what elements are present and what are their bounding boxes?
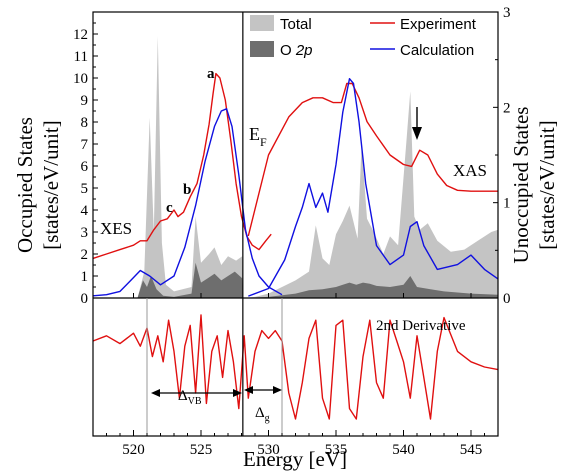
y-right-tick-label: 2 — [503, 100, 511, 116]
legend-label-o2p: O 2p — [280, 42, 313, 59]
y-left-tick-label: 8 — [81, 115, 89, 131]
x-tick-label: 525 — [190, 442, 213, 458]
y-left-tick-label: 2 — [81, 247, 89, 263]
y-left-tick-label: 4 — [81, 203, 89, 219]
y-axis-left-units: [states/eV/unit] — [39, 120, 63, 249]
peak-a-label: a — [207, 66, 215, 82]
x-tick-label: 530 — [257, 442, 280, 458]
y-left-tick-label: 3 — [81, 225, 89, 241]
calculation-occupied-line — [92, 108, 283, 297]
legend-o2p-italic: 2p — [295, 42, 313, 59]
xes-label: XES — [100, 219, 132, 238]
legend-label-calculation: Calculation — [400, 42, 474, 59]
xas-peak-arrow — [412, 107, 422, 140]
calculation-unoccupied-line — [248, 78, 499, 297]
y-left-tick-label: 11 — [74, 49, 88, 65]
fermi-level-label: EF — [249, 124, 267, 149]
fermi-label-main: E — [249, 124, 260, 144]
delta-g-main: Δ — [255, 405, 265, 421]
delta-g-sub: g — [265, 413, 270, 424]
peak-b-label: b — [183, 182, 191, 198]
x-tick-label: 545 — [460, 442, 483, 458]
delta-g-label: Δg — [255, 405, 270, 424]
y-left-tick-label: 1 — [81, 269, 89, 285]
y-left-tick-label: 12 — [73, 27, 88, 43]
x-axis-title: Energy [eV] — [243, 447, 347, 471]
y-right-tick-label: 3 — [503, 5, 511, 21]
y-axis-left-title: Occupied States — [13, 117, 37, 253]
y-left-tick-label: 0 — [81, 291, 89, 307]
x-tick-label: 520 — [122, 442, 145, 458]
legend-label-total: Total — [280, 16, 312, 33]
peak-c-label: c — [166, 200, 173, 216]
legend-o2p-main: O — [280, 42, 296, 59]
delta-vb-label: ΔVB — [178, 388, 202, 407]
x-tick-label: 535 — [325, 442, 348, 458]
y-left-tick-label: 7 — [81, 137, 89, 153]
total-dos-fill — [93, 36, 498, 298]
experiment-xes-line — [92, 72, 272, 260]
y-left-tick-label: 6 — [81, 159, 89, 175]
second-derivative-line — [92, 314, 499, 420]
y-left-tick-label: 5 — [81, 181, 89, 197]
legend: Total O 2p Experiment Calculation — [250, 15, 477, 59]
y-right-tick-label: 0 — [503, 291, 511, 307]
xas-label: XAS — [453, 161, 487, 180]
legend-label-experiment: Experiment — [400, 16, 477, 33]
delta-vb-sub: VB — [188, 396, 202, 407]
y-axis-right-units: [states/eV/unit] — [535, 120, 559, 249]
delta-g-arrow — [244, 386, 282, 394]
delta-vb-arrow — [151, 389, 242, 397]
x-tick-label: 540 — [392, 442, 415, 458]
y-left-tick-label: 9 — [81, 93, 89, 109]
y-axis-right-title: Unoccupied States — [509, 107, 533, 264]
legend-swatch-total — [250, 15, 274, 31]
experiment-xas-line — [247, 82, 498, 237]
tick-layer — [92, 11, 499, 436]
spectra-line-layer — [92, 72, 499, 420]
legend-swatch-o2p — [250, 41, 274, 57]
delta-vb-main: Δ — [178, 388, 188, 404]
plot-border — [92, 11, 499, 437]
o2p-dos-fill — [93, 262, 498, 298]
axes-frame — [92, 11, 499, 437]
second-derivative-label: 2nd Derivative — [376, 318, 466, 334]
fermi-label-sub: F — [260, 135, 267, 149]
dos-fill-layer — [93, 36, 498, 298]
y-left-tick-label: 10 — [73, 71, 88, 87]
y-right-tick-label: 1 — [503, 196, 511, 212]
